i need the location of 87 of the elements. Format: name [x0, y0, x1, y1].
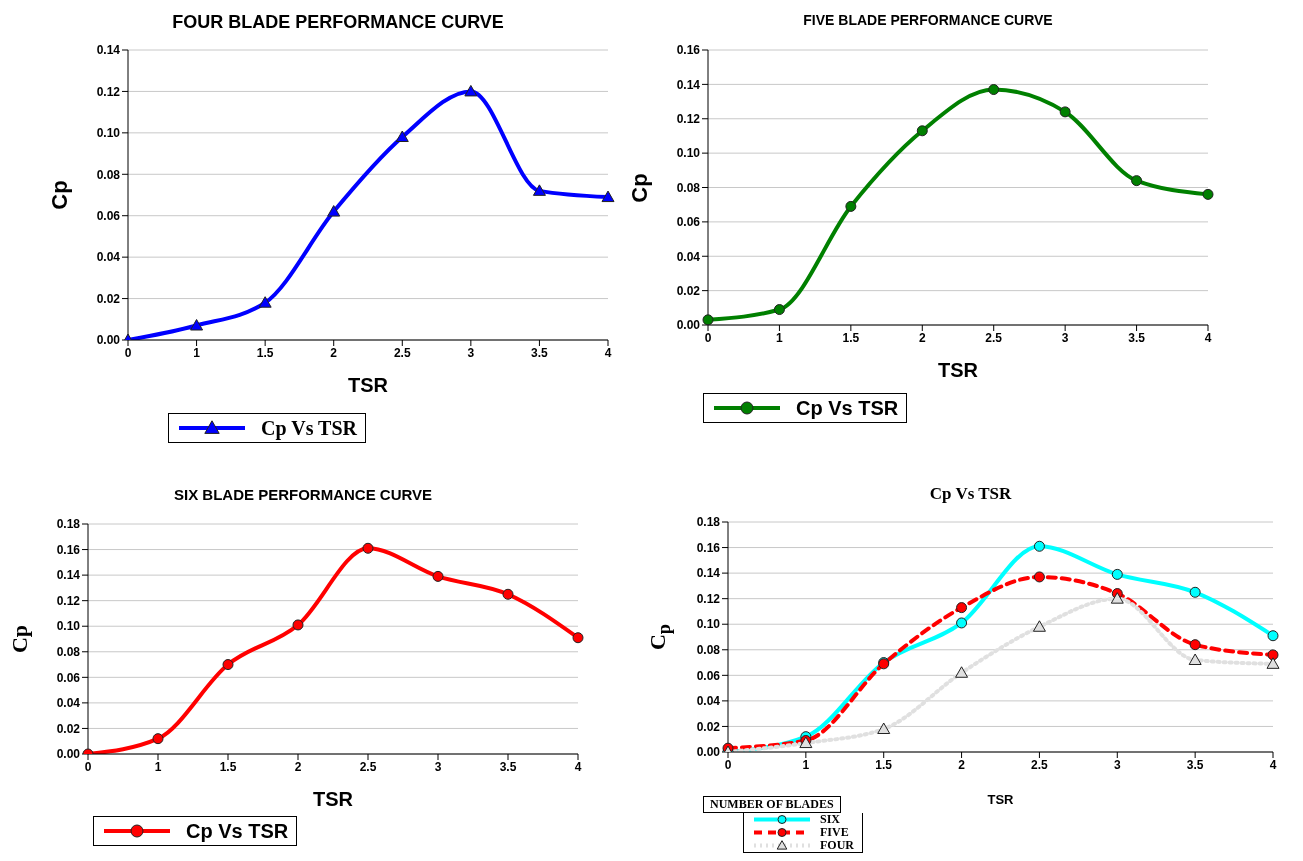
y-tick-label: 0.08 — [96, 167, 121, 182]
legend-title: NUMBER OF BLADES — [703, 796, 841, 813]
y-tick-label: 0.04 — [676, 249, 701, 264]
y-tick-label: 0.00 — [676, 318, 701, 333]
y-tick-label: 0.12 — [676, 112, 701, 127]
y-tick-label: 0.18 — [56, 517, 81, 532]
y-tick-label: 0.12 — [96, 84, 121, 99]
x-tick-label: 2 — [330, 345, 338, 360]
legend-label: FIVE — [820, 825, 849, 839]
x-tick-label: 2 — [294, 759, 302, 774]
y-tick-label: 0.06 — [56, 670, 81, 685]
x-tick-label: 2.5 — [985, 330, 1003, 345]
x-tick-label: 4 — [1204, 330, 1212, 345]
x-tick-label: 3 — [434, 759, 442, 774]
y-tick-label: 0.12 — [56, 593, 81, 608]
legend-label: Cp Vs TSR — [261, 416, 357, 440]
x-tick-label: 3.5 — [531, 345, 549, 360]
y-tick-label: 0.14 — [56, 568, 81, 583]
x-axis-title: TSR — [938, 359, 979, 381]
legend-label: Cp Vs TSR — [796, 396, 899, 420]
x-tick-label: 0 — [704, 330, 712, 345]
x-tick-label: 2.5 — [359, 759, 377, 774]
y-tick-label: 0.10 — [676, 146, 701, 161]
y-tick-label: 0.10 — [96, 126, 121, 141]
y-tick-label: 0.04 — [96, 250, 121, 265]
y-axis-title: Cp — [627, 172, 653, 203]
x-tick-label: 1.5 — [256, 345, 274, 360]
y-tick-label: 0.06 — [696, 668, 721, 683]
y-tick-label: 0.00 — [56, 747, 81, 762]
y-tick-label: 0.04 — [696, 694, 721, 709]
legend-label: FOUR — [820, 838, 854, 852]
x-axis-title: TSR — [348, 374, 389, 396]
y-tick-label: 0.00 — [96, 333, 121, 348]
x-tick-label: 3.5 — [1186, 757, 1204, 772]
chart-title: Cp Vs TSR — [928, 484, 1013, 504]
y-tick-label: 0.08 — [676, 180, 701, 195]
y-tick-label: 0.04 — [56, 696, 81, 711]
x-tick-label: 3 — [467, 345, 475, 360]
x-tick-label: 2 — [918, 330, 926, 345]
x-tick-label: 2 — [958, 757, 966, 772]
x-tick-label: 1 — [776, 330, 784, 345]
y-tick-label: 0.16 — [676, 43, 701, 58]
x-tick-label: 2.5 — [393, 345, 411, 360]
y-axis-title: Cp — [7, 624, 33, 654]
x-tick-label: 1 — [802, 757, 810, 772]
chart-title: FIVE BLADE PERFORMANCE CURVE — [802, 12, 1054, 28]
y-tick-label: 0.02 — [676, 283, 701, 298]
y-tick-label: 0.14 — [96, 43, 121, 58]
x-tick-label: 0 — [124, 345, 132, 360]
x-tick-label: 3.5 — [1128, 330, 1146, 345]
y-axis-title: Cp — [47, 180, 73, 210]
y-tick-label: 0.12 — [696, 591, 721, 606]
y-tick-label: 0.02 — [56, 721, 81, 736]
y-tick-label: 0.08 — [56, 645, 81, 660]
x-tick-label: 2.5 — [1031, 757, 1049, 772]
x-tick-label: 1.5 — [219, 759, 237, 774]
x-tick-label: 4 — [574, 759, 582, 774]
y-tick-label: 0.02 — [96, 291, 121, 306]
x-tick-label: 1.5 — [842, 330, 860, 345]
chart-title: SIX BLADE PERFORMANCE CURVE — [172, 486, 434, 503]
x-tick-label: 1 — [154, 759, 162, 774]
x-tick-label: 0 — [724, 757, 732, 772]
chart-title: FOUR BLADE PERFORMANCE CURVE — [171, 12, 505, 33]
y-tick-label: 0.14 — [676, 77, 701, 92]
legend-label: SIX — [820, 812, 841, 826]
x-tick-label: 1 — [193, 345, 201, 360]
y-tick-label: 0.10 — [56, 619, 81, 634]
y-tick-label: 0.00 — [696, 745, 721, 760]
y-tick-label: 0.08 — [696, 643, 721, 658]
x-tick-label: 0 — [84, 759, 92, 774]
y-tick-label: 0.06 — [676, 215, 701, 230]
y-tick-label: 0.10 — [696, 617, 721, 632]
x-tick-label: 3 — [1061, 330, 1069, 345]
x-tick-label: 3 — [1113, 757, 1121, 772]
x-axis-title: TSR — [313, 788, 354, 810]
y-tick-label: 0.14 — [696, 566, 721, 581]
x-tick-label: 4 — [604, 345, 612, 360]
x-tick-label: 3.5 — [499, 759, 517, 774]
x-tick-label: 4 — [1269, 757, 1277, 772]
y-tick-label: 0.16 — [696, 540, 721, 555]
y-tick-label: 0.16 — [56, 542, 81, 557]
x-axis-title: TSR — [987, 792, 1015, 807]
y-tick-label: 0.06 — [96, 208, 121, 223]
legend-label: Cp Vs TSR — [186, 819, 289, 843]
y-tick-label: 0.02 — [696, 719, 721, 734]
x-tick-label: 1.5 — [875, 757, 893, 772]
y-tick-label: 0.18 — [696, 515, 721, 530]
